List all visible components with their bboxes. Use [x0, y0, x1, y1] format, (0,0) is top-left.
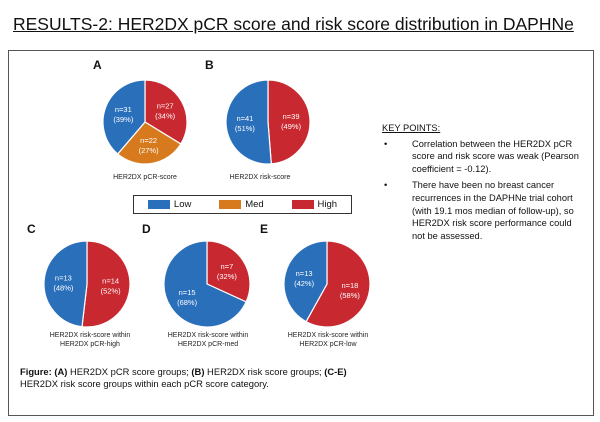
- legend-label-high: High: [317, 199, 338, 210]
- key-points-heading: KEY POINTS:: [382, 123, 441, 133]
- pie-d-slice-low: [163, 240, 247, 328]
- pie-b-slice-low: [225, 79, 272, 165]
- pie-group-e: n=18(58%) n=13(42%): [283, 240, 371, 328]
- figure-caption: Figure: (A) HER2DX pCR score groups; (B)…: [20, 366, 350, 391]
- pie-group-b: n=39(49%) n=41(51%): [225, 79, 311, 165]
- chart-legend: Low Med High: [133, 195, 352, 214]
- figure-caption-a-text: HER2DX pCR score groups;: [67, 366, 192, 377]
- pie-caption-b: HER2DX risk-score: [229, 174, 291, 181]
- pie-c-label-low-pct: (48%): [53, 284, 74, 293]
- legend-item-low: Low: [147, 199, 192, 210]
- pie-e-slice-high: [305, 240, 371, 328]
- figure-caption-lead: Figure:: [20, 366, 52, 377]
- pie-e-label-low-pct: (42%): [294, 279, 315, 288]
- key-point-text: There have been no breast cancer recurre…: [412, 180, 574, 241]
- pie-c-slice-low: [43, 240, 88, 328]
- pie-b-label-low-pct: (51%): [235, 124, 256, 133]
- panel-label-b: B: [205, 58, 214, 72]
- results-panel: [8, 50, 594, 416]
- pie-a-slice-low: [102, 79, 146, 155]
- pie-a-label-med-count: n=22: [140, 136, 157, 145]
- panel-label-a: A: [93, 58, 102, 72]
- pie-a-slice-med: [116, 121, 182, 165]
- pie-c-label-high-count: n=14: [102, 276, 119, 285]
- figure-caption-b-text: HER2DX risk score groups;: [204, 366, 325, 377]
- pie-d-label-high-pct: (32%): [217, 272, 238, 281]
- pie-d-slice-high: [206, 240, 251, 303]
- page-title: RESULTS-2: HER2DX pCR score and risk sco…: [13, 14, 574, 34]
- key-points-list: • Correlation between the HER2DX pCR scor…: [382, 138, 582, 243]
- legend-item-med: Med: [219, 199, 264, 210]
- legend-swatch-high: [291, 200, 314, 209]
- pie-b-label-low-count: n=41: [236, 114, 253, 123]
- pie-a-label-high-count: n=27: [157, 102, 174, 111]
- pie-caption-e: HER2DX risk-score within HER2DX pCR-low: [287, 332, 369, 348]
- pie-a-label-low-count: n=31: [115, 105, 132, 114]
- pie-b-label-high-count: n=39: [283, 112, 300, 121]
- pie-e-label-high-count: n=18: [341, 281, 358, 290]
- figure-caption-ce-tag: (C-E): [324, 366, 347, 377]
- key-point-item: • There have been no breast cancer recurr…: [384, 180, 574, 241]
- key-points: KEY POINTS: • Correlation between the HER…: [382, 122, 582, 246]
- pie-a-label-high-pct: (34%): [155, 112, 176, 121]
- pie-c-slice-high: [81, 240, 131, 328]
- legend-swatch-low: [147, 200, 170, 209]
- figure-caption-b-tag: (B): [191, 366, 205, 377]
- figure-caption-ce-text: HER2DX risk score groups within each pCR…: [20, 378, 269, 390]
- pie-a-label-low-pct: (39%): [113, 115, 134, 124]
- legend-label-low: Low: [173, 199, 192, 210]
- pie-e-label-high-pct: (58%): [340, 291, 361, 300]
- key-point-item: • Correlation between the HER2DX pCR scor…: [384, 138, 579, 174]
- pie-group-a: n=27(34%) n=22(27%) n=31(39%): [102, 79, 188, 165]
- legend-swatch-med: [219, 200, 242, 209]
- legend-label-med: Med: [245, 199, 264, 210]
- pie-d-label-low-pct: (68%): [177, 298, 198, 307]
- panel-label-d: D: [142, 222, 151, 236]
- pie-c-label-low-count: n=13: [55, 274, 72, 283]
- panel-label-e: E: [260, 222, 269, 236]
- pie-caption-d: HER2DX risk-score within HER2DX pCR-med: [167, 332, 249, 348]
- key-point-text: Correlation between the HER2DX pCR score…: [412, 138, 579, 174]
- pie-group-d: n=7(32%) n=15(68%): [163, 240, 251, 328]
- pie-e-slice-low: [283, 240, 328, 323]
- pie-group-c: n=14(52%) n=13(48%): [43, 240, 131, 328]
- pie-caption-a: HER2DX pCR-score: [113, 174, 177, 181]
- legend-item-high: High: [291, 199, 338, 210]
- pie-c-label-high-pct: (52%): [101, 286, 122, 295]
- pie-d-label-high-count: n=7: [221, 262, 234, 271]
- pie-b-slice-high: [267, 79, 311, 165]
- pie-e-label-low-count: n=13: [296, 269, 313, 278]
- pie-caption-c: HER2DX risk-score within HER2DX pCR-high: [49, 332, 131, 348]
- panel-label-c: C: [27, 222, 36, 236]
- pie-d-label-low-count: n=15: [179, 288, 196, 297]
- pie-b-label-high-pct: (49%): [281, 122, 302, 131]
- figure-caption-a-tag: (A): [54, 366, 68, 377]
- pie-a-label-med-pct: (27%): [139, 146, 160, 155]
